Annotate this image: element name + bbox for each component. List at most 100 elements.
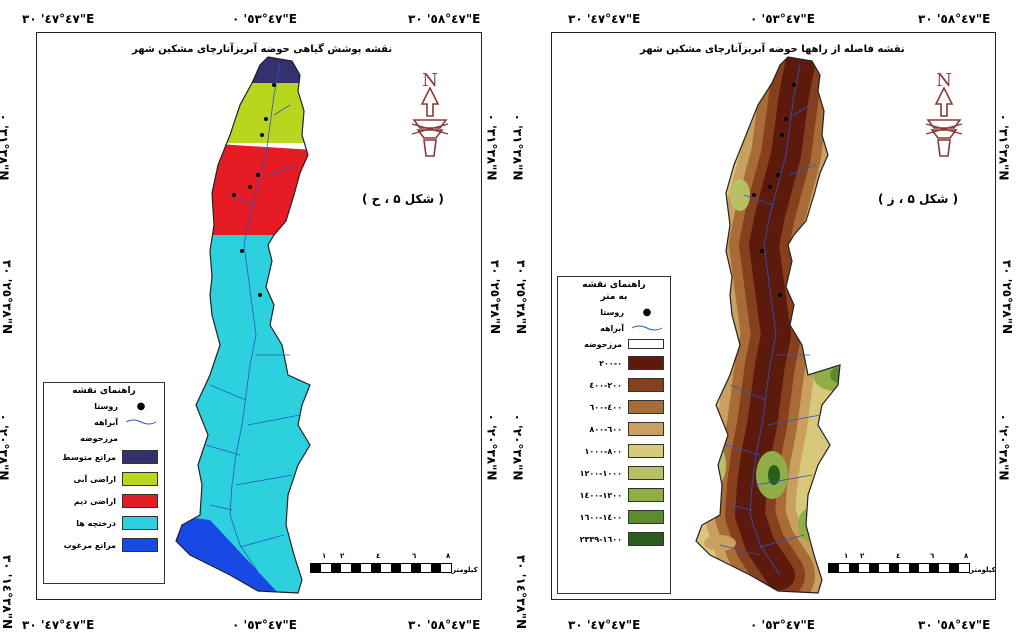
right-legend: راهنمای نقشه به متر ● روستا آبراهه مرزحو… [557, 276, 671, 594]
scale-tick: ٨ [964, 552, 969, 560]
legend-class-row: درختچه ها [44, 512, 164, 534]
boundary-swatch-icon [628, 339, 664, 349]
legend-label: آبراهه [94, 417, 118, 427]
legend-label: روستا [94, 401, 118, 411]
lon-label-bottom-3: ٤٧°٥٨' ٣٠"E [408, 618, 481, 632]
legend-class-row: ١٤٠٠-١٦٠٠ [558, 506, 670, 528]
village-points [232, 83, 276, 297]
streams [719, 64, 821, 576]
legend-class-row: ١٠٠٠-١٢٠٠ [558, 462, 670, 484]
class-irrigated-land [176, 83, 310, 143]
stream-line-icon [631, 325, 663, 331]
legend-stream: آبراهه [558, 320, 670, 336]
left-scale-bar [310, 563, 452, 573]
scale-tick: ٤ [896, 552, 901, 560]
legend-class-label: ١٦٠٠-٢٣٣٩ [579, 534, 622, 544]
streams [199, 64, 301, 576]
legend-class-row: ٨٠٠-١٠٠٠ [558, 440, 670, 462]
lat-label-left-4: ٣٨°١٤' ٣٠"N [0, 554, 15, 630]
lat-label-right-1: ٣٨°٣١' ٠"N [510, 113, 525, 181]
legend-swatch [628, 466, 664, 480]
left-basin-map [175, 56, 311, 594]
legend-class-label: مراتع مرغوب [63, 540, 116, 550]
legend-class-label: ١٤٠٠-١٦٠٠ [579, 512, 622, 522]
scale-tick: ١ [844, 552, 849, 560]
legend-class-row: اراضی آبی [44, 468, 164, 490]
legend-boundary: مرزحوضه [558, 336, 670, 352]
legend-class-label: ٨٠٠-١٠٠٠ [584, 446, 622, 456]
legend-class-label: ٤٠٠-٦٠٠ [589, 402, 622, 412]
basin-boundary [175, 56, 311, 594]
lat-label-right-3: ٣٨°٢٠' ٠"N [510, 413, 525, 481]
legend-village: ● روستا [44, 398, 164, 414]
legend-title: راهنمای نقشه [72, 386, 136, 396]
legend-class-label: درختچه ها [76, 518, 116, 528]
legend-class-label: مراتع متوسط [62, 452, 116, 462]
lat-label-left-2: ٣٨°٢٥' ٣٠"N [0, 259, 15, 335]
legend-class-label: اراضی آبی [73, 474, 116, 484]
legend-class-label: اراضی دیم [73, 496, 116, 506]
village-dot-icon: ● [136, 400, 146, 412]
legend-swatch [122, 450, 158, 464]
left-map-title: نقشه پوشش گیاهی حوضه آبریزآنارچای مشکین … [132, 44, 393, 55]
right-basin-map [695, 56, 841, 594]
lat-label-left-1: ٣٨°٣١' ٠"N [0, 113, 11, 181]
scale-unit: کیلومتر [452, 566, 478, 574]
lon-label-bottom-6: ٤٧°٥٨' ٣٠"E [918, 618, 991, 632]
lon-label-bottom-4: ٤٧°٤٧' ٣٠"E [568, 618, 641, 632]
class-dryland [176, 141, 310, 241]
legend-label: آبراهه [600, 323, 624, 333]
legend-swatch [628, 532, 664, 546]
north-arrow-icon: N [411, 70, 449, 157]
legend-swatch [628, 378, 664, 392]
legend-classes: مراتع متوسط اراضی آبی اراضی دیم درختچه ها مر… [44, 446, 164, 556]
legend-class-row: ١٦٠٠-٢٣٣٩ [558, 528, 670, 550]
legend-class-label: ٠-٢٠٠ [599, 358, 622, 368]
lon-label-top-3: ٤٧°٥٨' ٣٠"E [408, 12, 481, 26]
legend-swatch [628, 356, 664, 370]
lon-label-top-6: ٤٧°٥٨' ٣٠"E [918, 12, 991, 26]
lon-label-bottom-2: ٤٧°٥٣' ٠"E [232, 618, 297, 632]
scale-tick: ٤ [376, 552, 381, 560]
village-points [752, 83, 796, 297]
legend-classes: ٠-٢٠٠ ٢٠٠-٤٠٠ ٤٠٠-٦٠٠ ٦٠٠-٨٠٠ ٨٠٠-١٠٠٠ ١٠٠٠-١… [558, 352, 670, 550]
legend-boundary: مرزحوضه [44, 430, 164, 446]
left-legend: راهنمای نقشه ● روستا آبراهه مرزحوضه مرات… [43, 382, 165, 584]
lat-label-mid-1: ٣٨°٣١' ٠"N [484, 113, 499, 181]
scale-tick: ٨ [446, 552, 451, 560]
legend-village: ● روستا [558, 304, 670, 320]
legend-swatch [628, 422, 664, 436]
scale-tick: ٢ [860, 552, 865, 560]
legend-label: روستا [600, 307, 624, 317]
legend-label: مرزحوضه [80, 433, 118, 443]
legend-swatch [628, 444, 664, 458]
svg-text:N: N [422, 70, 438, 91]
lat-label-right-4: ٣٨°١٤' ٣٠"N [514, 554, 529, 630]
north-arrow-icon: N [925, 70, 963, 157]
lat-label-right-2: ٣٨°٢٥' ٣٠"N [514, 259, 529, 335]
legend-swatch [122, 538, 158, 552]
right-scale-bar [828, 563, 970, 573]
legend-class-row: مراتع مرغوب [44, 534, 164, 556]
lon-label-top-5: ٤٧°٥٣' ٠"E [750, 12, 815, 26]
svg-text:N: N [936, 70, 952, 91]
legend-label: مرزحوضه [584, 339, 622, 349]
legend-swatch [628, 488, 664, 502]
legend-stream: آبراهه [44, 414, 164, 430]
scale-tick: ٦ [930, 552, 935, 560]
lat-label-mid-3: ٣٨°٢٠' ٠"N [484, 413, 499, 481]
lon-label-top-4: ٤٧°٤٧' ٣٠"E [568, 12, 641, 26]
lat-label-far-3: ٣٨°٢٠' ٠"N [996, 413, 1011, 481]
scale-tick: ٦ [412, 552, 417, 560]
right-figure-label: ( شکل ۵ ، ز ) [878, 192, 959, 206]
legend-class-row: مراتع متوسط [44, 446, 164, 468]
legend-class-row: اراضی دیم [44, 490, 164, 512]
legend-class-label: ٢٠٠-٤٠٠ [589, 380, 622, 390]
lon-label-top-1: ٤٧°٤٧' ٣٠"E [22, 12, 95, 26]
legend-swatch [122, 494, 158, 508]
legend-subtitle: به متر [600, 292, 628, 302]
scale-tick: ٢ [340, 552, 345, 560]
legend-class-row: ٦٠٠-٨٠٠ [558, 418, 670, 440]
legend-class-row: ٤٠٠-٦٠٠ [558, 396, 670, 418]
lat-label-left-3: ٣٨°٢٠' ٠"N [0, 413, 11, 481]
